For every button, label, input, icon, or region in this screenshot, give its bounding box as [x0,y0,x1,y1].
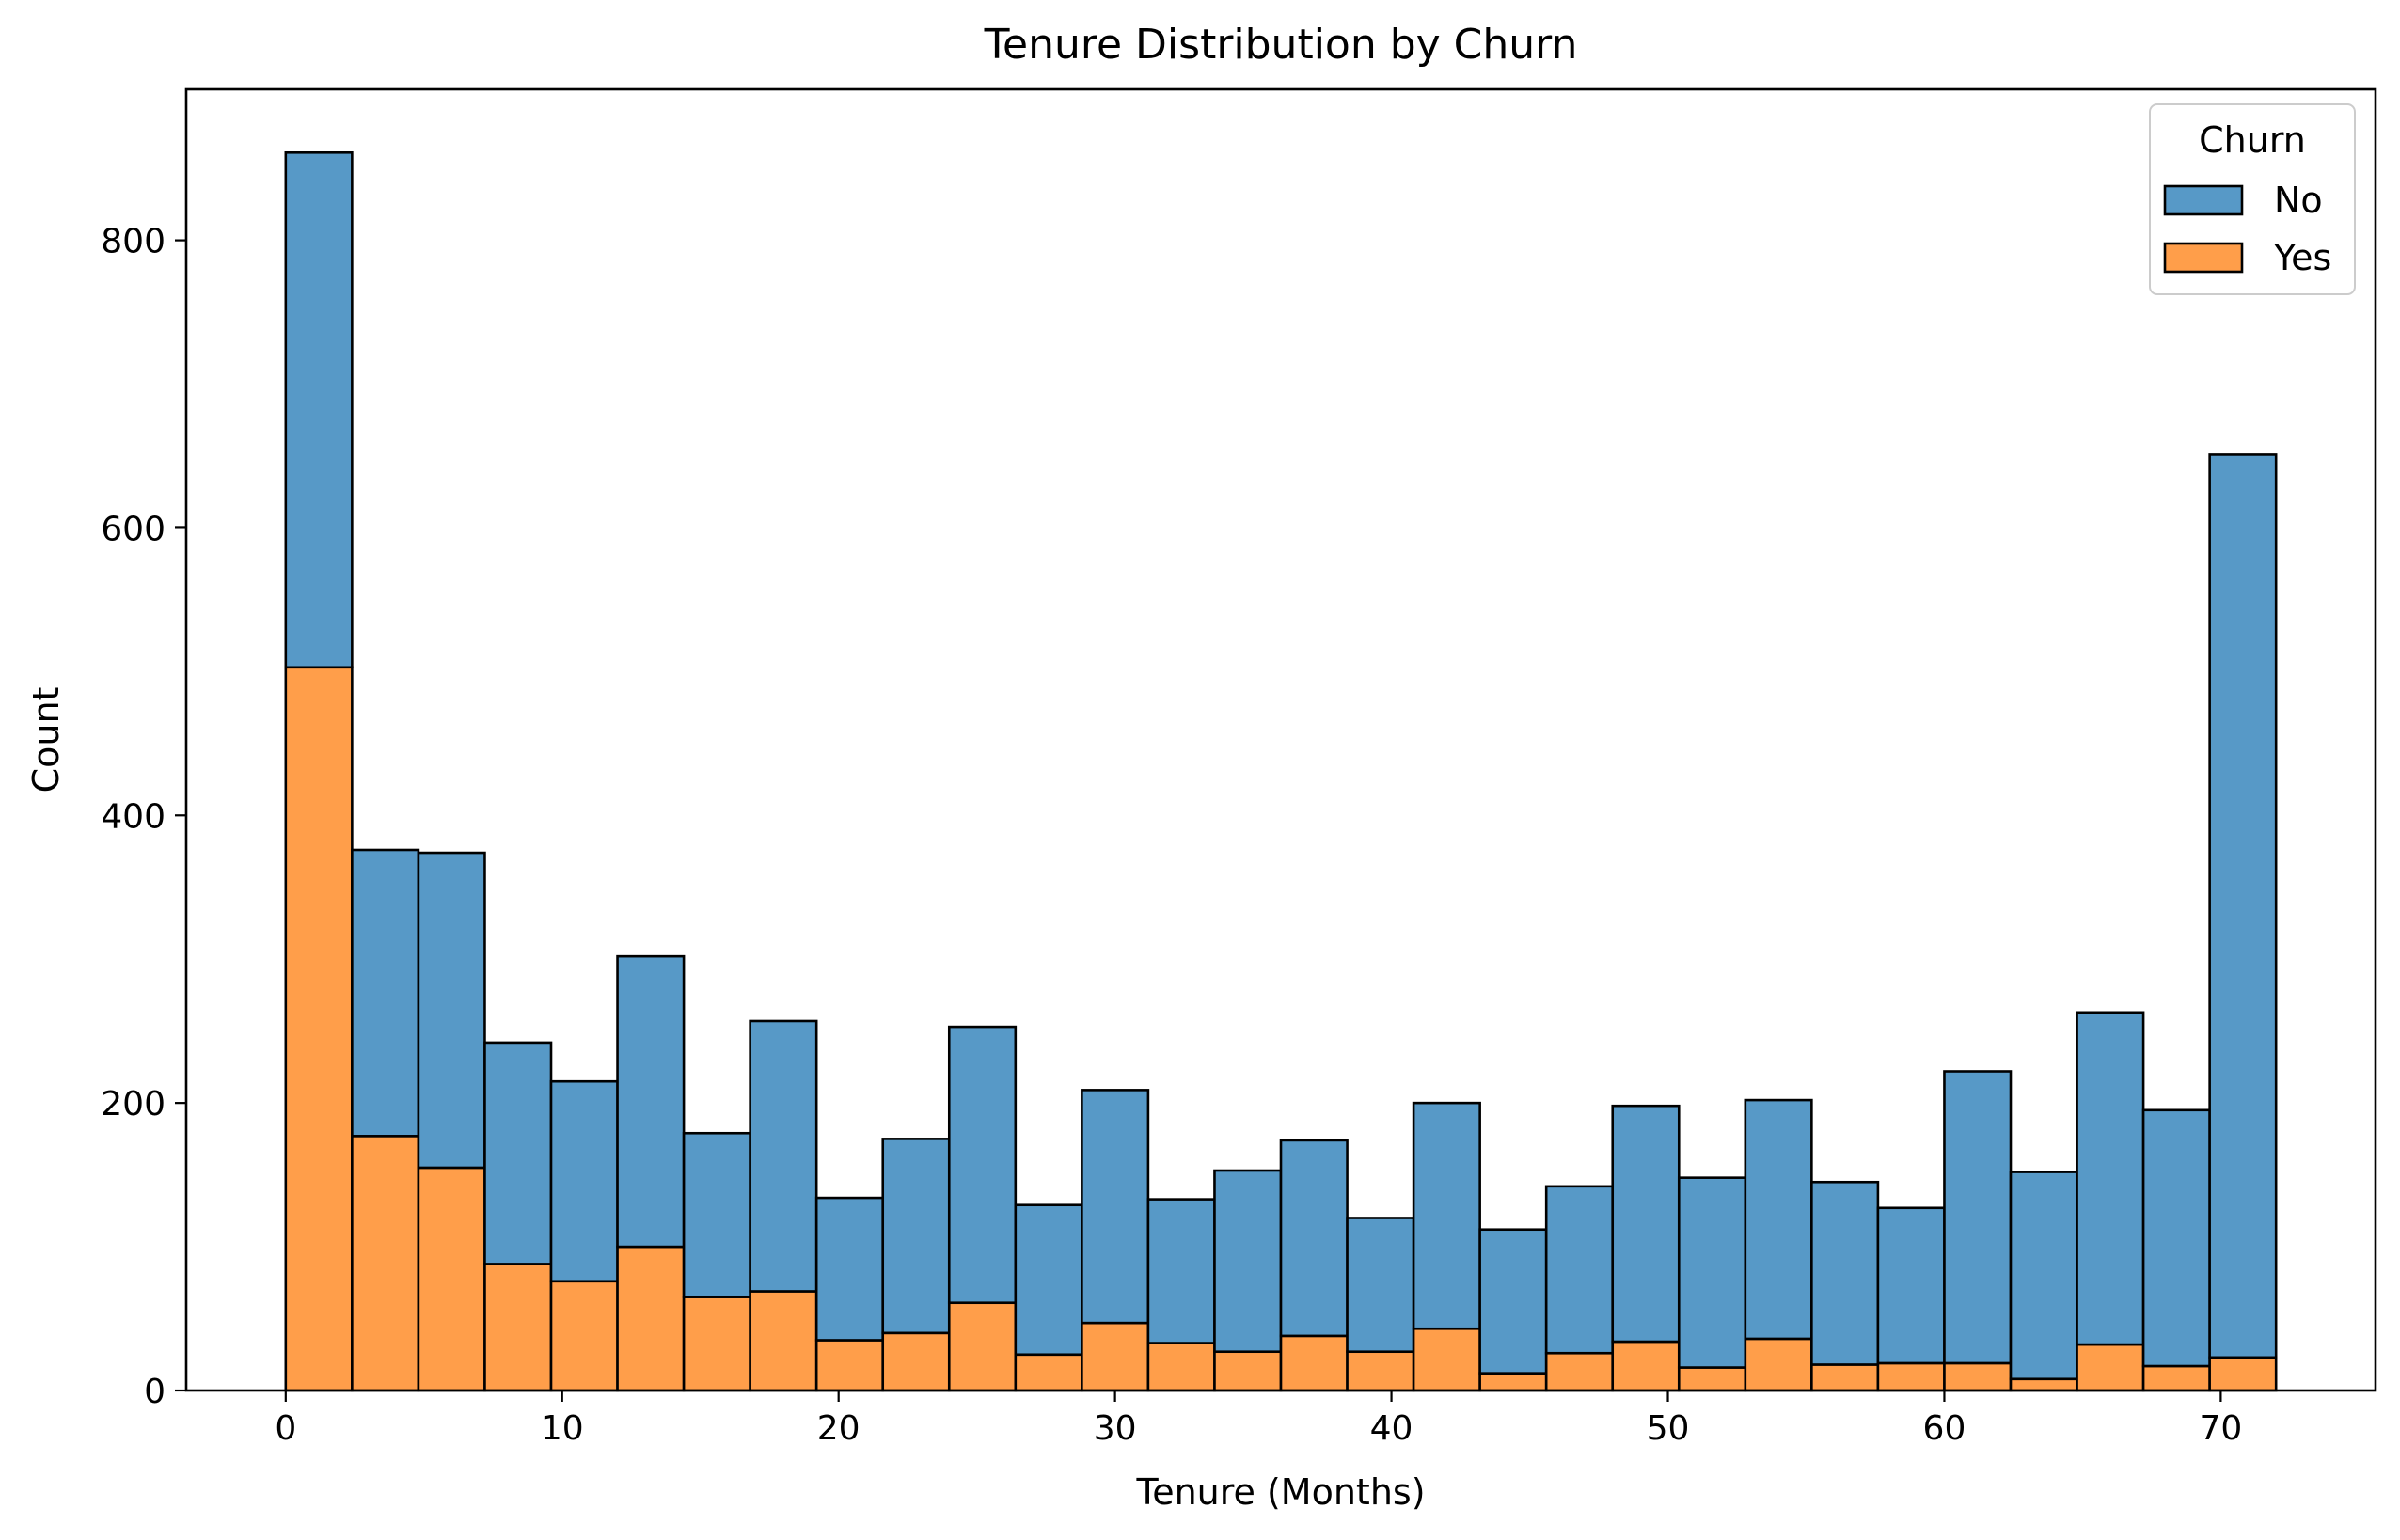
legend-label-yes: Yes [2273,237,2331,278]
bar-yes [749,1290,818,1392]
bar-yes [1544,1351,1615,1392]
x-tick-label: 50 [1647,1409,1690,1448]
y-tick-label: 600 [101,510,166,548]
bar-yes [1943,1361,2013,1392]
bar-no [814,1196,885,1342]
x-tick-label: 20 [817,1409,861,1448]
bar-no [417,851,486,1170]
bar-no [1544,1185,1615,1355]
bar-yes [1677,1366,1747,1392]
bar-yes [2009,1377,2078,1392]
bar-yes [549,1280,619,1392]
bar-yes [2141,1364,2211,1392]
bar-yes [483,1263,553,1392]
bar-yes [284,666,354,1392]
plot-frame [184,87,2377,1392]
bar-yes [417,1166,486,1392]
bar-yes [1213,1350,1283,1392]
x-tick-label: 70 [2199,1409,2242,1448]
bar-no [1810,1180,1880,1366]
bar-no [1014,1203,1083,1357]
bar-yes [1014,1353,1083,1392]
y-tick-label: 800 [101,223,166,261]
bar-no [1611,1104,1681,1344]
legend: Churn No Yes [2149,103,2356,295]
bar-no [749,1019,818,1293]
bar-no [1146,1198,1216,1344]
y-tick-label: 200 [101,1085,166,1124]
x-tick-label: 0 [275,1409,296,1448]
bar-no [682,1131,751,1298]
bar-yes [1412,1327,1481,1392]
bar-yes [814,1339,885,1392]
bar-yes [351,1135,420,1392]
bar-yes [2076,1343,2145,1392]
bar-no [1876,1206,1946,1365]
legend-label-no: No [2274,180,2323,221]
bar-yes [1876,1361,1946,1392]
bar-no [616,954,686,1249]
bar-no [351,848,420,1138]
bar-no [947,1025,1018,1305]
bar-no [1478,1228,1548,1375]
bar-no [1412,1101,1481,1330]
bars-group [284,150,2278,1392]
bar-yes [947,1301,1018,1392]
x-tick-label: 30 [1094,1409,1137,1448]
y-tick-label: 400 [101,797,166,836]
bar-no [2009,1171,2078,1381]
bar-no [483,1041,553,1265]
y-tick-label: 0 [144,1373,166,1411]
bar-yes [1279,1334,1349,1392]
bar-no [1943,1070,2013,1365]
bar-yes [616,1245,686,1392]
bar-yes [881,1331,951,1392]
x-axis-label: Tenure (Months) [1135,1471,1425,1513]
bar-no [1677,1176,1747,1369]
x-tick-label: 60 [1923,1409,1966,1448]
bar-no [1744,1098,1813,1341]
bar-yes [2208,1356,2278,1392]
x-tick-label: 40 [1370,1409,1413,1448]
bar-no [1279,1139,1349,1338]
bar-no [284,150,354,669]
legend-swatch-yes [2163,242,2244,274]
y-axis-label: Count [25,687,67,794]
bar-yes [1744,1337,1813,1392]
bar-yes [682,1296,751,1392]
bar-no [549,1079,619,1283]
bar-no [2141,1108,2211,1368]
bar-no [881,1138,951,1335]
bar-yes [1081,1321,1150,1392]
bar-no [1081,1089,1150,1325]
bar-no [2208,453,2278,1359]
bar-no [1346,1217,1415,1354]
bar-yes [1611,1340,1681,1392]
bar-yes [1810,1363,1880,1392]
x-tick-label: 10 [541,1409,584,1448]
bar-yes [1478,1372,1548,1392]
bar-no [2076,1011,2145,1346]
legend-title: Churn [2199,119,2306,161]
x-axis-ticks: 0 10 20 30 40 50 60 70 [275,1391,2242,1448]
bar-no [1213,1169,1283,1354]
chart-title: Tenure Distribution by Churn [984,21,1578,69]
bar-yes [1146,1342,1216,1392]
legend-swatch-no [2163,184,2244,216]
y-axis-ticks: 0 200 400 600 800 [101,223,186,1411]
bar-yes [1346,1350,1415,1392]
